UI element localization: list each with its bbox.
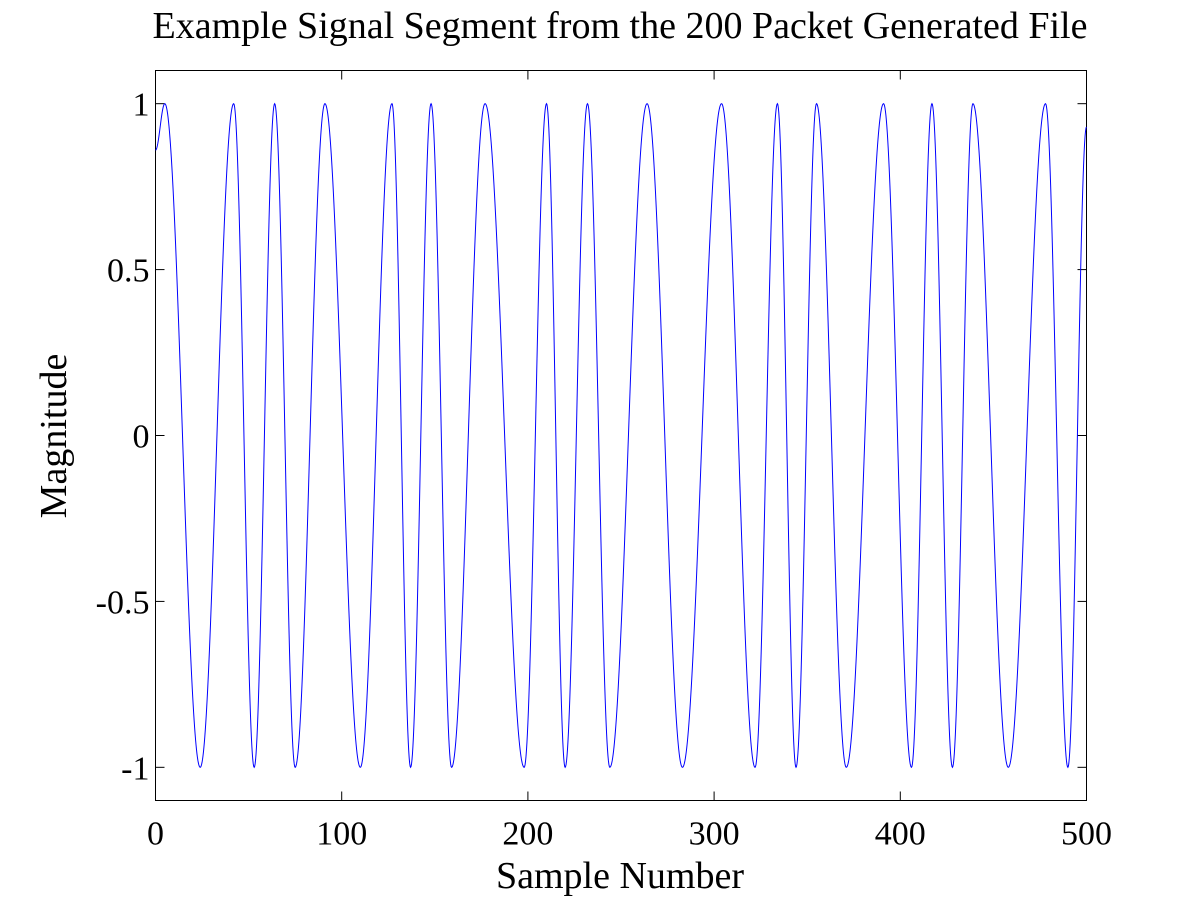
tick-labels: 0 100 200 300 400 500 1 0.5 0 -0.5 -1 [96,87,1112,853]
x-tick-label: 200 [502,816,553,853]
axis-ticks [155,70,1087,801]
y-tick-label: 0.5 [107,253,150,290]
x-tick-label: 400 [875,816,926,853]
y-tick-label: 0 [133,419,150,456]
y-axis-label: Magnitude [33,354,75,519]
series-lines [155,102,1087,769]
x-tick-label: 300 [689,816,740,853]
x-tick-label: 500 [1061,816,1112,853]
signal-series-line [155,102,1087,769]
x-axis-label: Sample Number [496,855,744,897]
y-tick-label: 1 [133,87,150,124]
plot-frame [155,70,1087,801]
y-tick-label: -0.5 [96,584,150,621]
x-tick-label: 0 [147,816,164,853]
chart-title: Example Signal Segment from the 200 Pack… [153,5,1088,47]
y-tick-label: -1 [121,750,149,787]
x-tick-label: 100 [316,816,367,853]
